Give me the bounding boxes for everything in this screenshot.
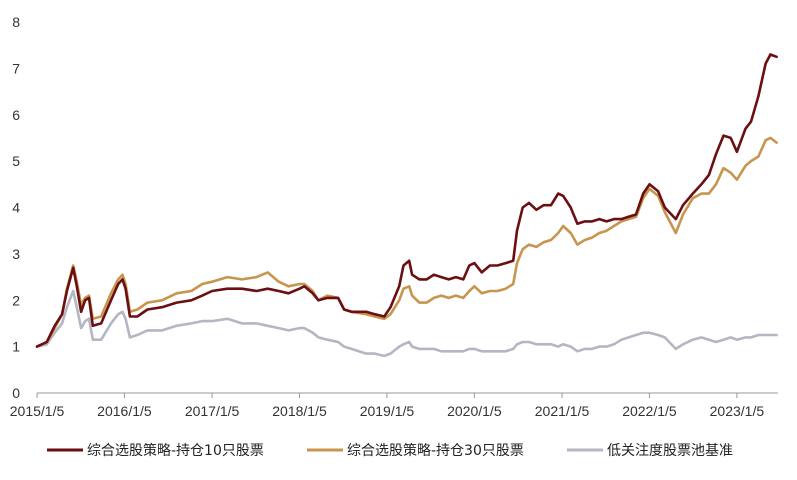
legend: 综合选股策略-持仓10只股票 综合选股策略-持仓30只股票 低关注度股票池基准	[47, 442, 733, 459]
x-tick-label: 2018/1/5	[272, 403, 327, 419]
y-tick-label: 5	[12, 153, 20, 169]
x-tick-label: 2022/1/5	[622, 403, 677, 419]
y-tick-label: 0	[12, 385, 20, 401]
series-line-1	[35, 53, 778, 348]
y-tick-label: 4	[12, 200, 20, 216]
x-tick-label: 2015/1/5	[10, 403, 65, 419]
series-line-3	[35, 289, 778, 358]
x-tick-label: 2016/1/5	[97, 403, 152, 419]
legend-label-3: 低关注度股票池基准	[607, 442, 733, 459]
series-layer	[35, 53, 778, 358]
y-tick-label: 2	[12, 292, 20, 308]
x-tick-label: 2017/1/5	[185, 403, 240, 419]
x-tick-label: 2021/1/5	[535, 403, 590, 419]
legend-label-2: 综合选股策略-持仓30只股票	[347, 442, 524, 459]
y-tick-label: 3	[12, 246, 20, 262]
series-line-2	[35, 136, 778, 348]
y-tick-label: 1	[12, 339, 20, 355]
y-tick-label: 6	[12, 107, 20, 123]
y-tick-label: 8	[12, 14, 20, 30]
x-tick-label: 2020/1/5	[447, 403, 502, 419]
axes: 0 1 2 3 4 5 6 7 8 2015/1/5 2016/1/5 2017/1/5 2018/1/…	[10, 14, 778, 419]
x-tick-label: 2019/1/5	[360, 403, 415, 419]
legend-label-1: 综合选股策略-持仓10只股票	[87, 442, 264, 459]
y-tick-label: 7	[12, 60, 20, 76]
x-tick-label: 2023/1/5	[710, 403, 765, 419]
